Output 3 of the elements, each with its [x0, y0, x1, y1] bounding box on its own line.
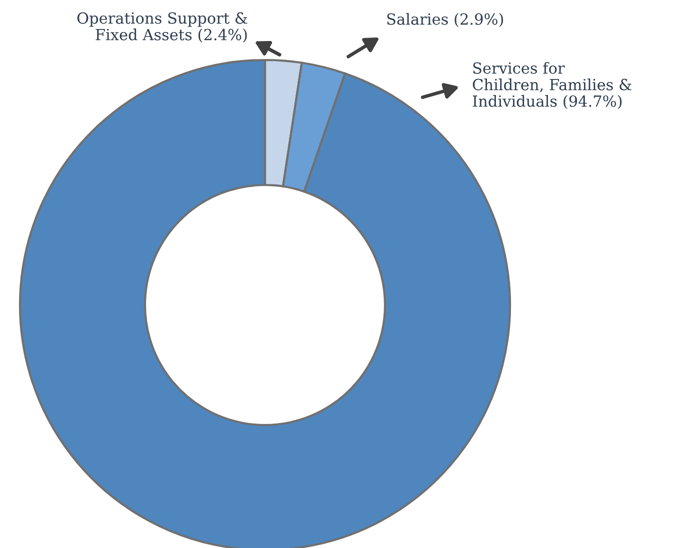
slice-label: Salaries (2.9%) [387, 13, 504, 27]
slice-label: Operations Support & Fixed Assets (2.4%) [77, 12, 248, 43]
slice-label: Services for Children, Families & Individuals (94.7%) [472, 62, 632, 110]
